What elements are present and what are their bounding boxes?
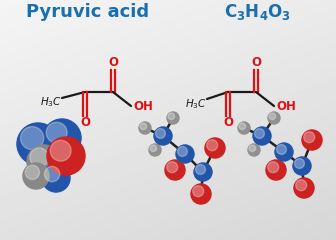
Circle shape bbox=[239, 123, 246, 130]
Circle shape bbox=[268, 112, 280, 124]
Text: OH: OH bbox=[133, 100, 153, 113]
Text: $\mathbf{C_3H_4O_3}$: $\mathbf{C_3H_4O_3}$ bbox=[224, 2, 292, 22]
Circle shape bbox=[168, 113, 175, 120]
Circle shape bbox=[238, 122, 250, 134]
Text: $H_3C$: $H_3C$ bbox=[40, 95, 62, 109]
Circle shape bbox=[167, 162, 178, 173]
Circle shape bbox=[42, 164, 70, 192]
Circle shape bbox=[196, 165, 205, 174]
Text: Pyruvic acid: Pyruvic acid bbox=[27, 3, 150, 21]
Circle shape bbox=[139, 122, 151, 134]
Circle shape bbox=[154, 127, 172, 145]
Circle shape bbox=[277, 144, 286, 154]
Circle shape bbox=[253, 127, 271, 145]
Circle shape bbox=[205, 138, 225, 158]
Circle shape bbox=[293, 157, 311, 175]
Circle shape bbox=[275, 143, 293, 161]
Circle shape bbox=[194, 163, 212, 181]
Circle shape bbox=[191, 184, 211, 204]
Circle shape bbox=[207, 140, 218, 151]
Circle shape bbox=[27, 145, 61, 179]
Circle shape bbox=[150, 145, 157, 152]
Circle shape bbox=[140, 123, 146, 130]
Circle shape bbox=[304, 132, 315, 143]
Circle shape bbox=[165, 160, 185, 180]
Circle shape bbox=[296, 180, 307, 191]
Circle shape bbox=[50, 140, 71, 161]
Circle shape bbox=[25, 165, 40, 180]
Circle shape bbox=[302, 130, 322, 150]
Text: O: O bbox=[80, 116, 90, 130]
Text: O: O bbox=[223, 116, 233, 130]
Text: O: O bbox=[108, 56, 118, 70]
Circle shape bbox=[295, 159, 304, 168]
Circle shape bbox=[176, 145, 194, 163]
Circle shape bbox=[255, 129, 264, 138]
Circle shape bbox=[248, 144, 260, 156]
Circle shape bbox=[149, 144, 161, 156]
Circle shape bbox=[17, 123, 59, 165]
Circle shape bbox=[30, 148, 49, 167]
Circle shape bbox=[44, 166, 60, 182]
Circle shape bbox=[23, 163, 49, 189]
Circle shape bbox=[177, 147, 187, 156]
Circle shape bbox=[156, 129, 165, 138]
Circle shape bbox=[249, 145, 256, 152]
Circle shape bbox=[43, 119, 81, 157]
Text: OH: OH bbox=[276, 100, 296, 113]
Text: O: O bbox=[251, 56, 261, 70]
Text: $H_3C$: $H_3C$ bbox=[185, 97, 207, 111]
Circle shape bbox=[294, 178, 314, 198]
Circle shape bbox=[46, 122, 67, 143]
Circle shape bbox=[167, 112, 179, 124]
Circle shape bbox=[20, 126, 44, 150]
Circle shape bbox=[47, 137, 85, 175]
Circle shape bbox=[269, 113, 276, 120]
Circle shape bbox=[268, 162, 279, 173]
Circle shape bbox=[266, 160, 286, 180]
Circle shape bbox=[193, 186, 204, 197]
